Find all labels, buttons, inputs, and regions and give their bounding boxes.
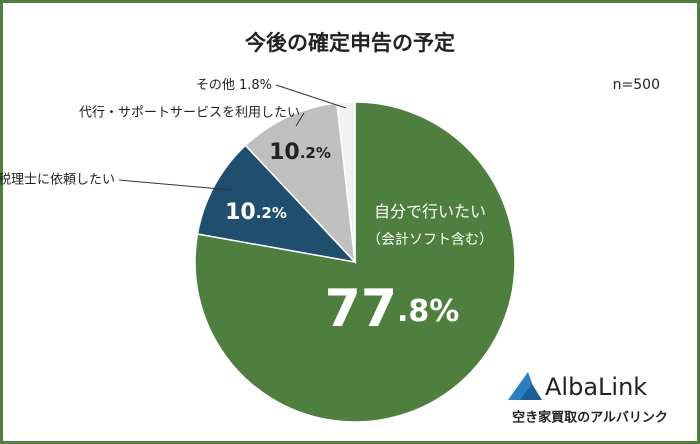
category-name: その他 xyxy=(196,78,235,93)
value-label-main: 10 xyxy=(225,200,256,225)
value-label-main: 10 xyxy=(269,140,300,165)
logo-name: AlbaLink xyxy=(545,373,647,401)
category-label-line: （会計ソフト含む） xyxy=(367,232,493,248)
logo-tagline: 空き家買取のアルバリンク xyxy=(512,410,668,426)
sample-size: n=500 xyxy=(613,77,660,93)
value-label: 1.8% xyxy=(239,78,272,93)
value-label-decimal: .8% xyxy=(397,294,459,329)
value-label-decimal: .2% xyxy=(256,204,287,222)
value-label: 10.2% xyxy=(225,200,287,225)
chart-title: 今後の確定申告の予定 xyxy=(245,31,455,55)
value-label: 10.2% xyxy=(269,140,331,165)
category-label: 自分で行いたい （会計ソフト含む） xyxy=(367,202,493,249)
value-label-decimal: .2% xyxy=(300,144,331,162)
category-label: 代行・サポートサービスを利用したい xyxy=(79,106,300,121)
logo: AlbaLink 空き家買取のアルバリンク xyxy=(508,372,668,426)
leader-line xyxy=(295,112,305,127)
category-label: 税理士に依頼したい xyxy=(0,173,115,188)
leader-line xyxy=(118,179,233,191)
value-label-main: 77 xyxy=(325,279,397,339)
logo-icon xyxy=(520,384,542,400)
category-label: その他 1.8% xyxy=(196,78,272,93)
leader-line xyxy=(275,84,347,109)
pie-slice xyxy=(196,144,358,264)
pie-slice xyxy=(336,101,356,263)
category-label-line: 自分で行いたい xyxy=(374,202,486,221)
value-label: 77.8% xyxy=(325,279,460,339)
